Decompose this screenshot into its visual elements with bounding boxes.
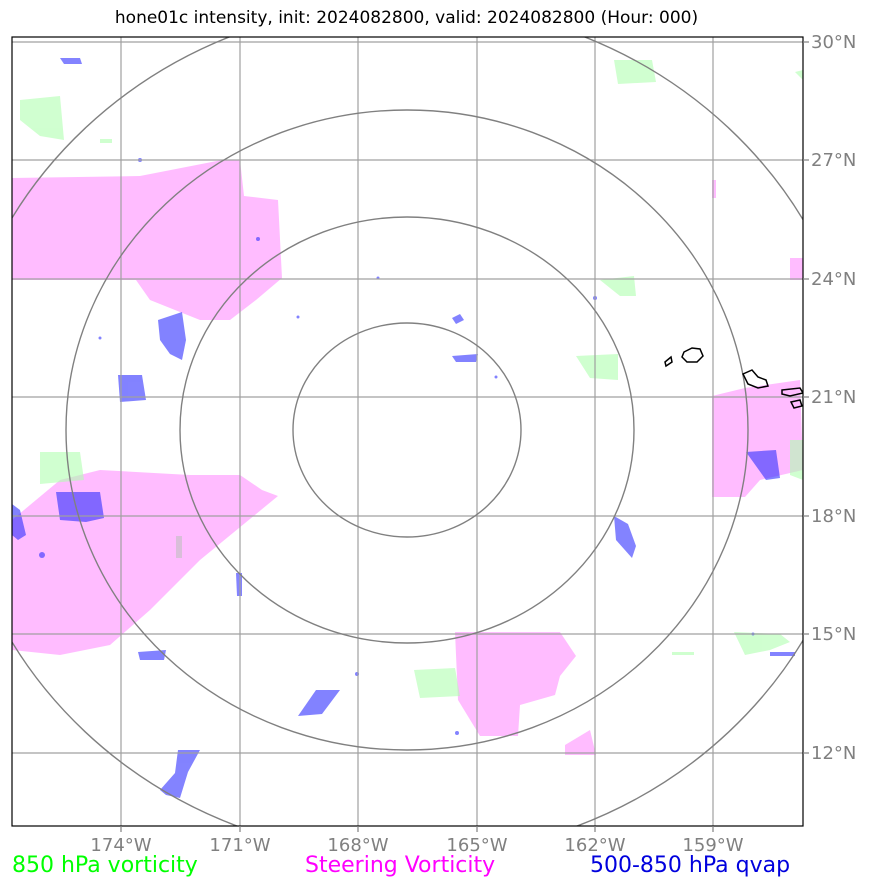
lat-label: 12°N bbox=[811, 743, 856, 764]
lon-label: 171°W bbox=[209, 835, 270, 856]
lon-label: 159°W bbox=[682, 835, 743, 856]
lat-label: 18°N bbox=[811, 506, 856, 527]
map-title: hone01c intensity, init: 2024082800, val… bbox=[114, 8, 699, 28]
lat-labels: 30°N 27°N 24°N 21°N 18°N 15°N 12°N bbox=[811, 32, 856, 764]
coastlines bbox=[664, 347, 803, 409]
lat-label: 27°N bbox=[811, 150, 856, 171]
lat-label: 21°N bbox=[811, 387, 856, 408]
legend-steering-vorticity: Steering Vorticity bbox=[305, 853, 496, 878]
legend-qvap: 500-850 hPa qvap bbox=[590, 853, 791, 878]
qvap-layer bbox=[12, 58, 795, 798]
lon-label: 162°W bbox=[564, 835, 625, 856]
lon-label: 165°W bbox=[446, 835, 507, 856]
vorticity-850-layer bbox=[20, 60, 803, 698]
tick-marks bbox=[120, 41, 809, 832]
range-rings bbox=[12, 37, 803, 826]
graticule bbox=[12, 37, 803, 826]
lon-labels: 174°W 171°W 168°W 165°W 162°W 159°W bbox=[90, 835, 743, 856]
legend-850-vorticity: 850 hPa vorticity bbox=[12, 853, 198, 878]
range-ring-2 bbox=[179, 216, 635, 644]
range-ring-3 bbox=[65, 109, 749, 751]
range-ring-1 bbox=[292, 322, 522, 538]
lat-label: 24°N bbox=[811, 269, 856, 290]
map-frame bbox=[11, 36, 804, 827]
lat-label: 30°N bbox=[811, 32, 856, 53]
lon-label: 174°W bbox=[90, 835, 151, 856]
steering-vorticity-layer bbox=[12, 160, 803, 755]
lat-label: 15°N bbox=[811, 624, 856, 645]
lon-label: 168°W bbox=[327, 835, 388, 856]
map-area bbox=[12, 37, 803, 826]
